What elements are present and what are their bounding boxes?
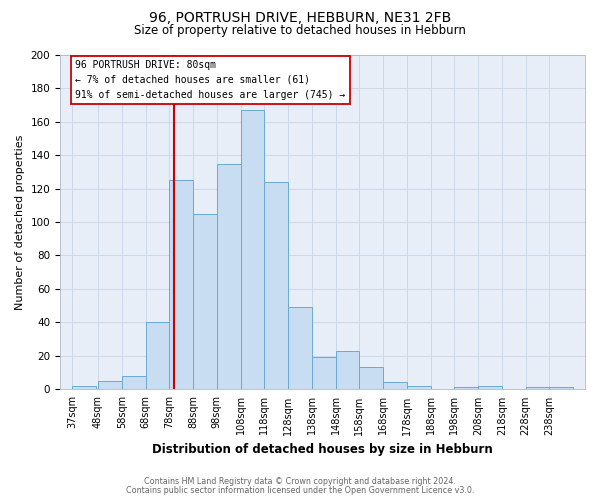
Bar	[478, 386, 502, 389]
X-axis label: Distribution of detached houses by size in Hebburn: Distribution of detached houses by size …	[152, 443, 493, 456]
Bar	[335, 350, 359, 389]
Bar	[217, 164, 241, 389]
Bar	[265, 182, 288, 389]
Bar	[169, 180, 193, 389]
Bar	[288, 307, 312, 389]
Text: Size of property relative to detached houses in Hebburn: Size of property relative to detached ho…	[134, 24, 466, 37]
Bar	[526, 388, 550, 389]
Bar	[454, 388, 478, 389]
Bar	[407, 386, 431, 389]
Text: 96 PORTRUSH DRIVE: 80sqm
← 7% of detached houses are smaller (61)
91% of semi-de: 96 PORTRUSH DRIVE: 80sqm ← 7% of detache…	[76, 60, 346, 100]
Bar	[241, 110, 265, 389]
Bar	[383, 382, 407, 389]
Bar	[72, 386, 95, 389]
Bar	[146, 322, 169, 389]
Bar	[193, 214, 217, 389]
Y-axis label: Number of detached properties: Number of detached properties	[15, 134, 25, 310]
Text: 96, PORTRUSH DRIVE, HEBBURN, NE31 2FB: 96, PORTRUSH DRIVE, HEBBURN, NE31 2FB	[149, 11, 451, 25]
Bar	[98, 380, 122, 389]
Text: Contains HM Land Registry data © Crown copyright and database right 2024.: Contains HM Land Registry data © Crown c…	[144, 477, 456, 486]
Bar	[122, 376, 146, 389]
Bar	[312, 358, 335, 389]
Bar	[550, 388, 573, 389]
Bar	[359, 368, 383, 389]
Text: Contains public sector information licensed under the Open Government Licence v3: Contains public sector information licen…	[126, 486, 474, 495]
